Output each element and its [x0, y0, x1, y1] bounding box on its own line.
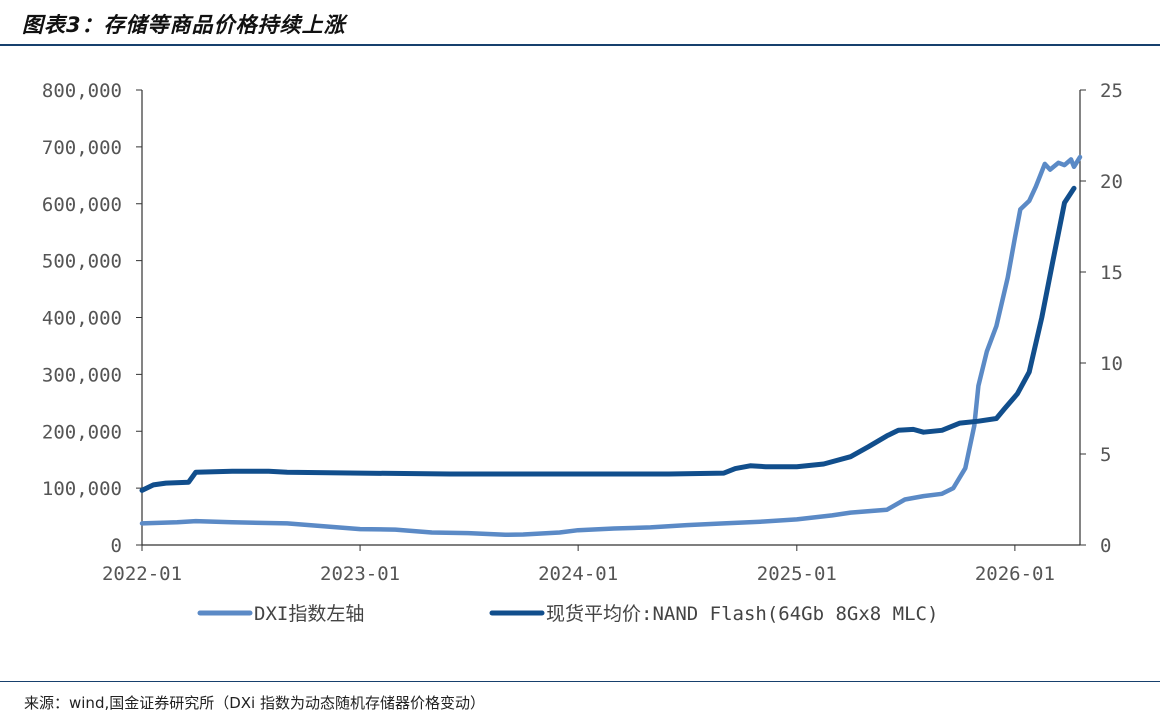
- left-y-tick-label: 0: [111, 535, 122, 557]
- left-y-tick-label: 400,000: [42, 308, 122, 330]
- left-y-tick-label: 200,000: [42, 421, 122, 443]
- right-y-tick-label: 0: [1100, 535, 1111, 557]
- x-tick-label: 2023-01: [320, 563, 400, 585]
- right-y-tick-label: 20: [1100, 171, 1123, 193]
- source-divider: [0, 681, 1160, 682]
- title-divider: [0, 44, 1160, 46]
- figure-title: 图表3：存储等商品价格持续上涨: [22, 13, 346, 37]
- left-y-tick-label: 700,000: [42, 137, 122, 159]
- line-chart: 0 100,000 200,000 300,000 400,000 500,000 600,…: [42, 80, 1123, 625]
- right-y-tick-label: 25: [1100, 80, 1123, 102]
- right-y-tick-label: 15: [1100, 262, 1123, 284]
- x-tick-label: 2024-01: [538, 563, 618, 585]
- legend-label-1: DXI指数左轴: [254, 603, 364, 625]
- left-y-tick-label: 600,000: [42, 194, 122, 216]
- x-tick-label: 2025-01: [757, 563, 837, 585]
- left-y-tick-label: 800,000: [42, 80, 122, 102]
- left-y-tick-label: 300,000: [42, 364, 122, 386]
- source-note: 来源：wind,国金证券研究所（DXi 指数为动态随机存储器价格变动）: [24, 694, 485, 712]
- chart-axes: 0 100,000 200,000 300,000 400,000 500,000 600,…: [42, 80, 1123, 585]
- left-y-tick-label: 500,000: [42, 251, 122, 273]
- chart-legend: DXI指数左轴 现货平均价:NAND Flash(64Gb 8Gx8 MLC): [197, 603, 938, 625]
- left-y-tick-label: 100,000: [42, 478, 122, 500]
- legend-label-2: 现货平均价:NAND Flash(64Gb 8Gx8 MLC): [546, 603, 938, 625]
- series-line-2: [139, 185, 1077, 493]
- right-y-tick-label: 10: [1100, 353, 1123, 375]
- x-tick-label: 2026-01: [975, 563, 1055, 585]
- x-tick-label: 2022-01: [102, 563, 182, 585]
- right-y-tick-label: 5: [1100, 444, 1111, 466]
- chart-lines: [139, 154, 1083, 538]
- series-line-1: [139, 154, 1083, 538]
